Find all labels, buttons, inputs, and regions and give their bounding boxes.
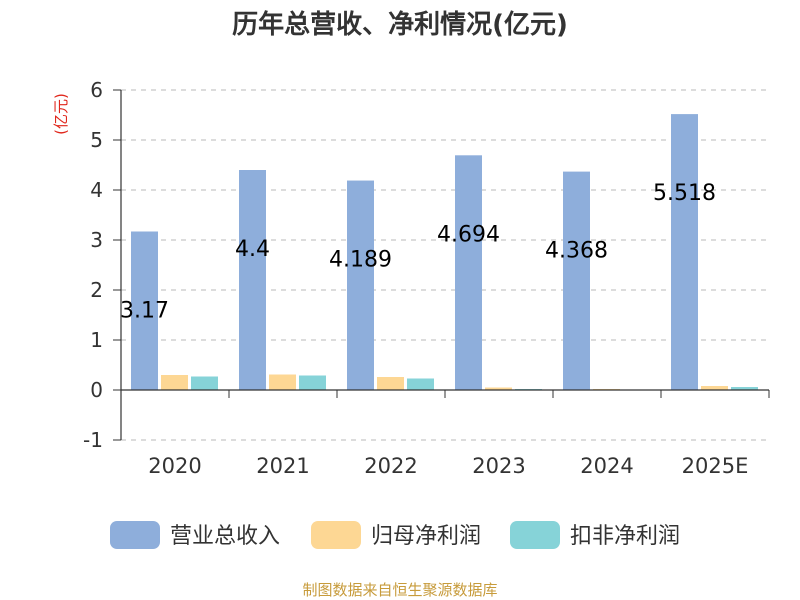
bar-2-2020	[191, 376, 218, 390]
axes	[120, 90, 770, 440]
bar-0-2025E	[671, 114, 698, 390]
bar-2-2021	[299, 375, 326, 390]
x-tick-label: 2023	[472, 454, 525, 478]
bar-0-2022	[347, 180, 374, 390]
legend-swatch-1	[311, 521, 361, 549]
y-tick-label: 6	[90, 78, 103, 102]
legend-label-0: 营业总收入	[170, 524, 280, 549]
data-label: 4.694	[437, 222, 500, 247]
y-tick-label: 3	[90, 228, 103, 252]
x-tick-label: 2021	[256, 454, 309, 478]
legend-label-2: 扣非净利润	[570, 524, 680, 549]
bar-1-2021	[269, 374, 296, 390]
bar-1-2025E	[701, 386, 728, 390]
legend-label-1: 归母净利润	[371, 524, 481, 549]
bar-1-2023	[485, 387, 512, 390]
data-label: 3.17	[120, 299, 169, 324]
data-labels: 3.17 4.4 4.189 4.694 4.368 5.518	[120, 181, 716, 323]
x-tick-label: 2025E	[682, 454, 749, 478]
data-label: 4.368	[545, 239, 608, 264]
y-tick-label: 2	[90, 278, 103, 302]
bar-0-2024	[563, 171, 590, 390]
y-axis-unit: (亿元)	[52, 93, 70, 135]
chart-title: 历年总营收、净利情况(亿元)	[232, 9, 568, 40]
bar-0-2020	[131, 231, 158, 390]
bars	[131, 114, 758, 391]
data-label: 4.4	[235, 237, 270, 262]
x-tick-labels: 2020 2021 2022 2023 2024 2025E	[148, 454, 748, 478]
x-tick-label: 2024	[580, 454, 633, 478]
y-tick-labels: -1 0 1 2 3 4 5 6	[83, 78, 103, 452]
legend-swatch-2	[510, 521, 560, 549]
data-label: 4.189	[329, 248, 392, 273]
legend-swatch-0	[110, 521, 160, 549]
bar-0-2021	[239, 170, 266, 390]
x-tick-label: 2022	[364, 454, 417, 478]
bar-2-2022	[407, 378, 434, 390]
grid	[113, 89, 769, 441]
data-label: 5.518	[653, 181, 716, 206]
y-tick-label: -1	[83, 428, 103, 452]
legend: 营业总收入 归母净利润 扣非净利润	[110, 521, 680, 549]
bar-2-2025E	[731, 387, 758, 390]
source-note: 制图数据来自恒生聚源数据库	[302, 581, 497, 599]
y-tick-label: 5	[90, 128, 103, 152]
bar-1-2022	[377, 377, 404, 390]
y-tick-label: 0	[90, 378, 103, 402]
bar-1-2020	[161, 375, 188, 390]
y-tick-label: 1	[90, 328, 103, 352]
bar-0-2023	[455, 155, 482, 390]
x-tick-label: 2020	[148, 454, 201, 478]
y-tick-label: 4	[90, 178, 103, 202]
